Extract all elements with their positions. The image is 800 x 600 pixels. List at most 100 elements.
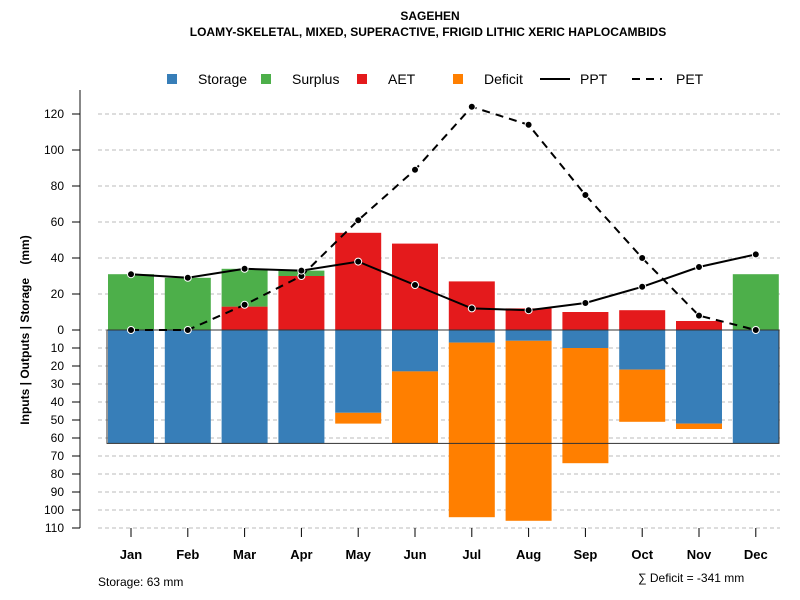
- bar-deficit: [448, 342, 495, 518]
- pet-line-point: [695, 311, 703, 320]
- legend-swatch-deficit: [453, 74, 463, 84]
- x-tick-label: Sep: [573, 547, 597, 562]
- storage-capacity-frame: [106, 329, 780, 444]
- y-tick-label: 100: [44, 503, 64, 517]
- legend-label: Surplus: [292, 71, 339, 87]
- ppt-line-point: [695, 263, 703, 271]
- y-tick-label: 110: [45, 521, 64, 535]
- y-tick-label: 60: [51, 215, 65, 229]
- bar-deficit: [676, 423, 722, 429]
- bar-storage: [505, 330, 552, 341]
- x-tick-label: Dec: [744, 547, 768, 562]
- x-tick-label: Jul: [462, 547, 481, 562]
- legend-label: PET: [676, 71, 704, 87]
- pet-line-point: [354, 216, 363, 225]
- ppt-line-point: [581, 299, 590, 307]
- pet-line-point: [524, 120, 533, 129]
- x-tick-label: Jun: [403, 547, 426, 562]
- pet-line-point: [127, 326, 135, 334]
- y-tick-label: 80: [51, 467, 65, 481]
- x-tick-label: Mar: [233, 547, 256, 562]
- bar-surplus: [108, 274, 154, 330]
- bar-deficit: [505, 340, 552, 521]
- legend-swatch-aet: [357, 74, 367, 84]
- y-tick-label: 0: [57, 323, 64, 337]
- pet-line-point: [240, 300, 249, 309]
- bar-storage: [335, 330, 382, 413]
- bar-aet: [505, 308, 552, 330]
- bar-storage: [164, 330, 211, 444]
- pet-line: [131, 105, 757, 331]
- x-tick-label: May: [346, 547, 372, 562]
- y-tick-label: 20: [51, 287, 65, 301]
- bar-storage: [221, 330, 268, 444]
- pet-line-point: [638, 254, 647, 262]
- bar-storage: [278, 330, 325, 444]
- y-tick-label: 40: [51, 251, 65, 265]
- bar-storage: [676, 330, 722, 424]
- ppt-line-point: [127, 270, 135, 279]
- y-tick-label: 90: [51, 485, 65, 499]
- y-tick-label: 20: [51, 359, 65, 373]
- bar-storage: [392, 330, 438, 372]
- legend-swatch-storage: [167, 74, 177, 84]
- y-tick-label: 30: [51, 377, 65, 391]
- ppt-line-point: [297, 266, 306, 275]
- ppt-line-point: [354, 257, 363, 266]
- ppt-line-point: [638, 282, 647, 291]
- x-tick-label: Feb: [176, 547, 199, 562]
- pet-line-point: [751, 326, 760, 334]
- bar-aet: [278, 276, 325, 330]
- bar-surplus: [221, 268, 268, 307]
- ppt-line: [130, 253, 757, 312]
- pet-line-point: [581, 191, 590, 199]
- bar-deficit: [335, 412, 382, 424]
- bar-deficit: [619, 369, 666, 422]
- legend-swatch-surplus: [261, 74, 271, 84]
- x-tick-label: Apr: [290, 547, 312, 562]
- x-tick-label: Aug: [516, 547, 541, 562]
- bar-storage: [562, 330, 609, 348]
- y-tick-label: 120: [44, 107, 64, 121]
- bar-aet: [619, 310, 666, 330]
- bar-aet: [676, 321, 722, 330]
- chart-title: SAGEHEN: [400, 9, 459, 23]
- bar-aet: [221, 306, 268, 330]
- bar-deficit: [562, 348, 609, 464]
- ppt-line-point: [411, 281, 419, 289]
- y-tick-label: 80: [51, 179, 65, 193]
- ppt-line-point: [183, 273, 192, 282]
- ppt-line-point: [467, 304, 476, 313]
- bar-deficit: [392, 371, 438, 444]
- bar-surplus: [164, 277, 211, 330]
- pet-line-point: [411, 165, 419, 174]
- deficit-footer: ∑ Deficit = -341 mm: [638, 571, 744, 585]
- chart-subtitle: LOAMY-SKELETAL, MIXED, SUPERACTIVE, FRIG…: [190, 25, 666, 39]
- legend-label: Storage: [198, 71, 247, 87]
- bar-surplus: [732, 274, 779, 330]
- y-tick-label: 10: [51, 341, 65, 355]
- bar-storage: [619, 330, 666, 370]
- ppt-line-point: [751, 250, 760, 259]
- legend-label: AET: [388, 71, 416, 87]
- x-tick-label: Jan: [120, 547, 142, 562]
- y-axis-label: Inputs | Outputs | Storage (mm): [18, 235, 32, 424]
- bar-storage: [108, 330, 154, 444]
- legend-label: PPT: [580, 71, 608, 87]
- bar-storage: [732, 330, 779, 444]
- x-tick-label: Oct: [631, 547, 653, 562]
- bar-storage: [448, 330, 495, 343]
- x-tick-label: Nov: [687, 547, 712, 562]
- pet-line-point: [183, 326, 192, 334]
- storage-footer: Storage: 63 mm: [98, 575, 183, 589]
- y-tick-label: 50: [51, 413, 65, 427]
- y-tick-label: 60: [51, 431, 65, 445]
- ppt-line-point: [240, 264, 249, 273]
- legend-label: Deficit: [484, 71, 523, 87]
- y-tick-label: 100: [44, 143, 64, 157]
- ppt-line-point: [524, 306, 533, 315]
- bar-aet: [335, 232, 382, 330]
- y-tick-label: 70: [51, 449, 65, 463]
- bar-aet: [562, 312, 609, 330]
